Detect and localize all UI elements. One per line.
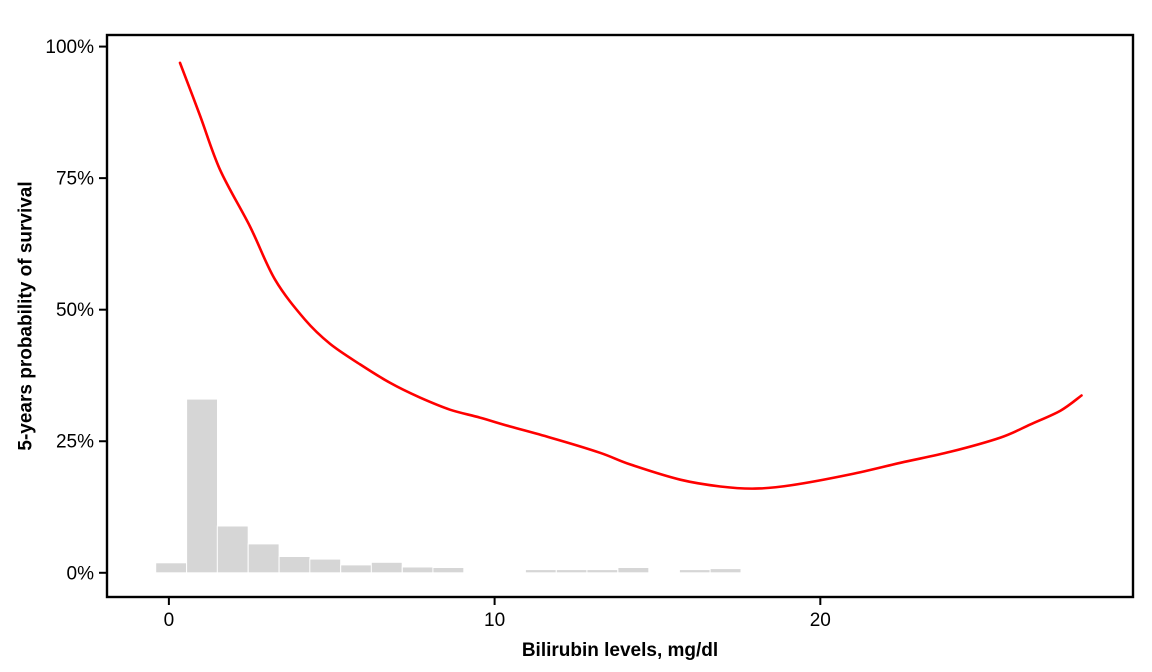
y-tick-label: 100% — [45, 37, 94, 58]
plot-panel-border — [105, 33, 1135, 599]
histogram-bar — [555, 569, 588, 574]
x-axis: 0 10 20 — [164, 598, 831, 631]
histogram-bar — [432, 567, 465, 574]
histogram-bar — [709, 568, 742, 574]
y-tick-label: 75% — [56, 169, 94, 190]
x-tick-label: 0 — [164, 610, 175, 631]
histogram-bar — [617, 567, 650, 574]
histogram-bar — [340, 564, 373, 574]
histogram-bar — [524, 569, 557, 574]
histogram-bar — [309, 558, 342, 574]
y-axis-title: 5-years probability of survival — [16, 181, 37, 450]
y-axis: 0% 25% 50% 75% 100% — [45, 37, 106, 584]
x-tick-label: 20 — [810, 610, 831, 631]
histogram-bars — [155, 398, 742, 574]
histogram-bar — [401, 566, 434, 574]
histogram-bar — [186, 398, 219, 574]
histogram-bar — [278, 556, 311, 574]
y-tick-label: 0% — [67, 563, 95, 584]
histogram-bar — [370, 561, 403, 574]
histogram-bar — [247, 543, 280, 574]
y-tick-label: 25% — [56, 432, 94, 453]
x-axis-title: Bilirubin levels, mg/dl — [522, 640, 718, 661]
histogram-bar — [155, 562, 188, 574]
survival-curve-line — [178, 61, 1083, 490]
x-tick-label: 10 — [484, 610, 505, 631]
histogram-bar — [678, 569, 711, 574]
histogram-bar — [216, 525, 249, 574]
y-tick-label: 50% — [56, 300, 94, 321]
histogram-bar — [586, 569, 619, 574]
